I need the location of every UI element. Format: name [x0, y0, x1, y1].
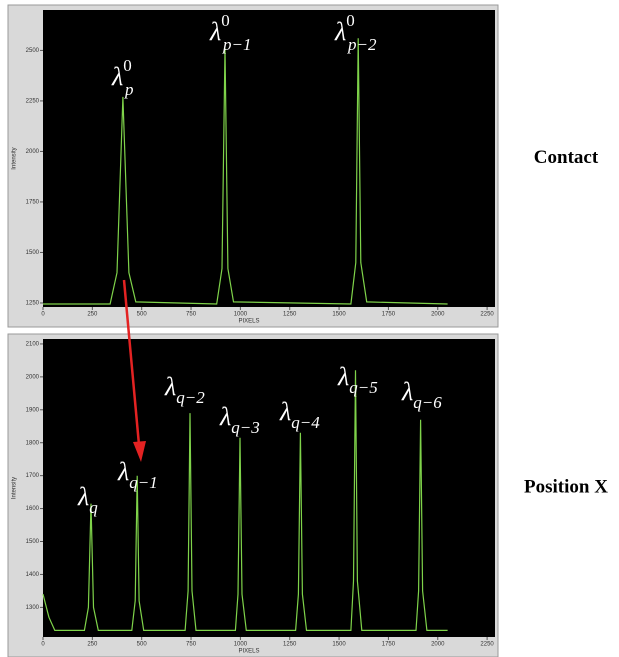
y-tick-label: 1750	[26, 200, 40, 206]
y-axis-label: Intensity	[12, 147, 18, 169]
peak-label: λq−5	[337, 362, 378, 397]
x-tick-label: 0	[41, 312, 45, 318]
symbol: λ	[209, 17, 221, 46]
symbol: λ	[279, 397, 291, 426]
y-tick-label: 2000	[26, 149, 40, 155]
y-tick-label: 2100	[26, 342, 40, 348]
symbol: λ	[401, 377, 413, 406]
x-tick-label: 1000	[234, 312, 248, 318]
y-tick-label: 1250	[26, 301, 40, 307]
peak-label: λq−1	[117, 457, 158, 492]
symbol: λ	[77, 482, 89, 511]
y-tick-label: 1400	[26, 572, 40, 578]
x-tick-label: 1750	[382, 642, 396, 648]
y-tick-label: 1500	[26, 250, 40, 256]
y-tick-label: 2500	[26, 48, 40, 54]
peak-label: λq−4	[279, 397, 320, 432]
x-tick-label: 1750	[382, 312, 396, 318]
peak-label: λ0 p−1	[209, 11, 251, 54]
subscript: q−2	[176, 388, 205, 407]
symbol: λ	[337, 362, 349, 391]
plot-area	[43, 10, 495, 307]
x-tick-label: 250	[87, 312, 98, 318]
y-tick-label: 1300	[26, 605, 40, 611]
peak-label: λq	[77, 482, 98, 517]
subscript: q−1	[129, 473, 157, 492]
spectrum-line	[42, 370, 448, 631]
x-tick-label: 2000	[431, 642, 445, 648]
arrow-shaft	[122, 279, 141, 446]
x-tick-label: 0	[41, 642, 45, 648]
subscript: q−3	[231, 418, 259, 437]
peak-label: λ0 p	[111, 56, 134, 99]
y-tick-label: 2250	[26, 98, 40, 104]
arrow-head	[133, 441, 146, 462]
subscript: q−4	[291, 413, 320, 432]
x-tick-label: 2250	[480, 312, 494, 318]
x-tick-label: 750	[186, 642, 197, 648]
symbol: λ	[334, 17, 346, 46]
superscript: 0	[123, 56, 132, 75]
x-tick-label: 1250	[283, 642, 297, 648]
y-tick-label: 1600	[26, 506, 40, 512]
symbol: λ	[111, 62, 123, 91]
x-axis-label: PIXELS	[238, 649, 259, 655]
y-tick-label: 1500	[26, 539, 40, 545]
x-tick-label: 1500	[332, 642, 346, 648]
x-tick-label: 500	[137, 642, 148, 648]
x-tick-label: 1250	[283, 312, 297, 318]
y-tick-label: 1700	[26, 473, 40, 479]
subscript: p	[124, 80, 134, 99]
spectrum-line	[43, 38, 448, 305]
x-tick-label: 1500	[332, 312, 346, 318]
peak-label: λq−6	[401, 377, 442, 412]
symbol: λ	[164, 372, 176, 401]
side-label: Contact	[534, 147, 599, 168]
side-label: Position X	[524, 476, 608, 497]
x-tick-label: 2250	[480, 642, 494, 648]
x-tick-label: 250	[87, 642, 98, 648]
y-axis-label: Intensity	[12, 477, 18, 499]
subscript: p−1	[222, 35, 251, 54]
symbol: λ	[219, 402, 231, 431]
symbol: λ	[117, 457, 129, 486]
y-tick-label: 1800	[26, 440, 40, 446]
x-tick-label: 2000	[431, 312, 445, 318]
subscript: q	[89, 498, 98, 517]
peak-label: λq−3	[219, 402, 260, 437]
subscript: q−6	[413, 393, 442, 412]
peak-label: λq−2	[164, 372, 205, 407]
x-tick-label: 1000	[234, 642, 248, 648]
superscript: 0	[346, 11, 355, 30]
x-axis-label: PIXELS	[238, 319, 259, 325]
plot-area	[43, 339, 495, 637]
x-tick-label: 500	[137, 312, 148, 318]
subscript: q−5	[349, 378, 377, 397]
peak-label: λ0 p−2	[334, 11, 377, 54]
y-tick-label: 2000	[26, 374, 40, 380]
superscript: 0	[221, 11, 230, 30]
subscript: p−2	[347, 35, 377, 54]
x-tick-label: 750	[186, 312, 197, 318]
y-tick-label: 1900	[26, 407, 40, 413]
